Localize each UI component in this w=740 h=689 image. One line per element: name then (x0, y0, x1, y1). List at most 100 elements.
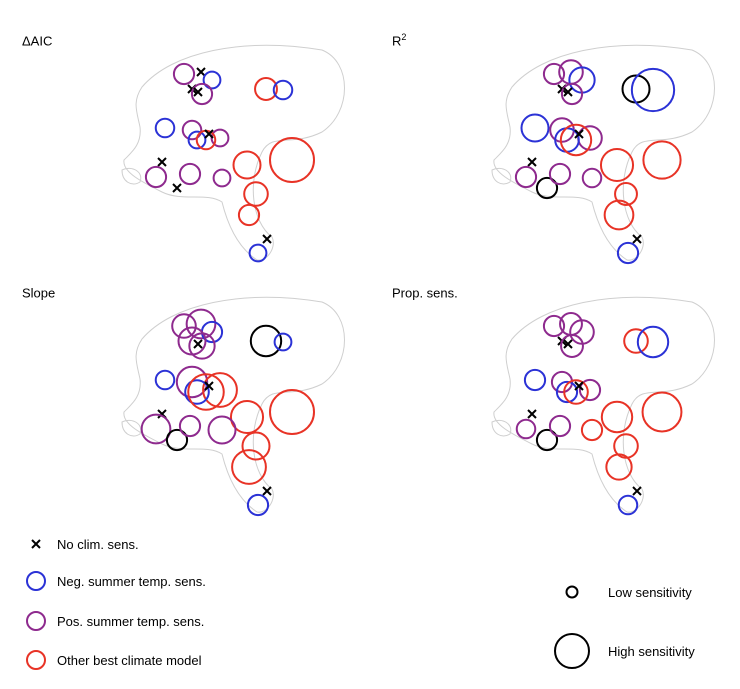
site-circle (243, 181, 269, 207)
site-circle (184, 379, 210, 405)
base-map (121, 44, 345, 261)
no-sensitivity-mark (193, 339, 203, 349)
site-circle (580, 418, 604, 442)
site-circle (641, 391, 683, 433)
site-circle (642, 140, 682, 180)
site-circle (272, 79, 294, 101)
site-circle (542, 62, 566, 86)
site-circle (603, 199, 635, 231)
panel-title: R2 (392, 32, 407, 49)
panel-prop-sens: Prop. sens. (392, 284, 740, 539)
no-sensitivity-mark (204, 381, 214, 391)
site-circle (188, 332, 216, 360)
site-circle (581, 167, 603, 189)
large-circle-icon (554, 633, 590, 669)
site-circle (535, 428, 559, 452)
no-sensitivity-mark (262, 486, 272, 496)
coastline (493, 44, 715, 261)
site-circle (212, 168, 232, 188)
legend-label: No clim. sens. (57, 537, 139, 552)
panel-slope: Slope (22, 284, 382, 539)
site-circle (616, 241, 640, 265)
size-legend-high: High sensitivity (608, 644, 695, 659)
site-circle (614, 182, 638, 206)
coastline (121, 167, 142, 185)
panel-title: Slope (22, 285, 56, 301)
site-circle (523, 368, 547, 392)
coastline (491, 167, 512, 185)
legend-label: Neg. summer temp. sens. (57, 574, 206, 589)
site-circle (520, 113, 550, 143)
legend-item-other: Other best climate model (26, 650, 202, 670)
coastline (123, 44, 345, 261)
site-circle (178, 414, 202, 438)
site-circle (613, 433, 639, 459)
site-circle (165, 428, 189, 452)
site-circle (621, 74, 651, 104)
site-circle (599, 147, 635, 183)
no-sensitivity-mark (632, 234, 642, 244)
site-circle (202, 372, 238, 408)
legend-label: Pos. summer temp. sens. (57, 614, 204, 629)
site-circle (178, 162, 202, 186)
no-sensitivity-mark (563, 87, 573, 97)
map-plot (491, 296, 715, 516)
site-circle (563, 379, 589, 405)
legend-label: Other best climate model (57, 653, 202, 668)
site-circle (273, 332, 293, 352)
no-sensitivity-mark (527, 157, 537, 167)
no-sensitivity-mark (196, 67, 206, 77)
base-map (491, 296, 715, 513)
site-circle (249, 324, 283, 358)
site-circle (269, 137, 315, 183)
coastline (123, 296, 345, 513)
site-circle (630, 67, 676, 113)
legend-item-none: No clim. sens. (31, 537, 139, 552)
site-circle (207, 415, 237, 445)
site-circle (248, 243, 268, 263)
coastline (121, 419, 142, 437)
circle-icon (26, 571, 46, 591)
site-circle (144, 165, 168, 189)
no-sensitivity-mark (574, 129, 584, 139)
size-legend: Low sensitivity High sensitivity (550, 578, 735, 678)
site-circle (578, 378, 602, 402)
no-sensitivity-mark (204, 129, 214, 139)
site-circle (175, 365, 209, 399)
site-circle (231, 449, 267, 485)
site-circle (185, 308, 217, 340)
circle-icon (26, 650, 46, 670)
map-plot (491, 44, 715, 265)
site-circle (172, 62, 196, 86)
site-circle (550, 370, 574, 394)
site-circle (605, 453, 633, 481)
site-circle (636, 325, 670, 359)
no-sensitivity-mark (193, 87, 203, 97)
legend-item-pos: Pos. summer temp. sens. (26, 611, 204, 631)
site-circle (515, 418, 537, 440)
legend-item-neg: Neg. summer temp. sens. (26, 571, 206, 591)
coastline (493, 296, 715, 513)
site-circle (623, 328, 649, 354)
site-circle (246, 493, 270, 517)
site-circle (548, 414, 572, 438)
panel-delta-aic: ΔAIC (22, 32, 382, 287)
site-circle (229, 399, 265, 435)
size-legend-low: Low sensitivity (608, 585, 692, 600)
site-circle (232, 150, 262, 180)
no-sensitivity-mark (574, 381, 584, 391)
no-sensitivity-mark (157, 157, 167, 167)
no-sensitivity-mark (632, 486, 642, 496)
site-circle (269, 389, 315, 435)
site-circle (154, 117, 176, 139)
site-circle (560, 334, 584, 358)
circle-icon (26, 611, 46, 631)
no-sensitivity-mark (172, 183, 182, 193)
site-circle (560, 82, 584, 106)
site-circle (555, 380, 579, 404)
site-circle (617, 494, 639, 516)
site-circle (241, 431, 271, 461)
no-sensitivity-mark (262, 234, 272, 244)
no-sensitivity-mark (563, 339, 573, 349)
panel-title: Prop. sens. (392, 285, 458, 301)
